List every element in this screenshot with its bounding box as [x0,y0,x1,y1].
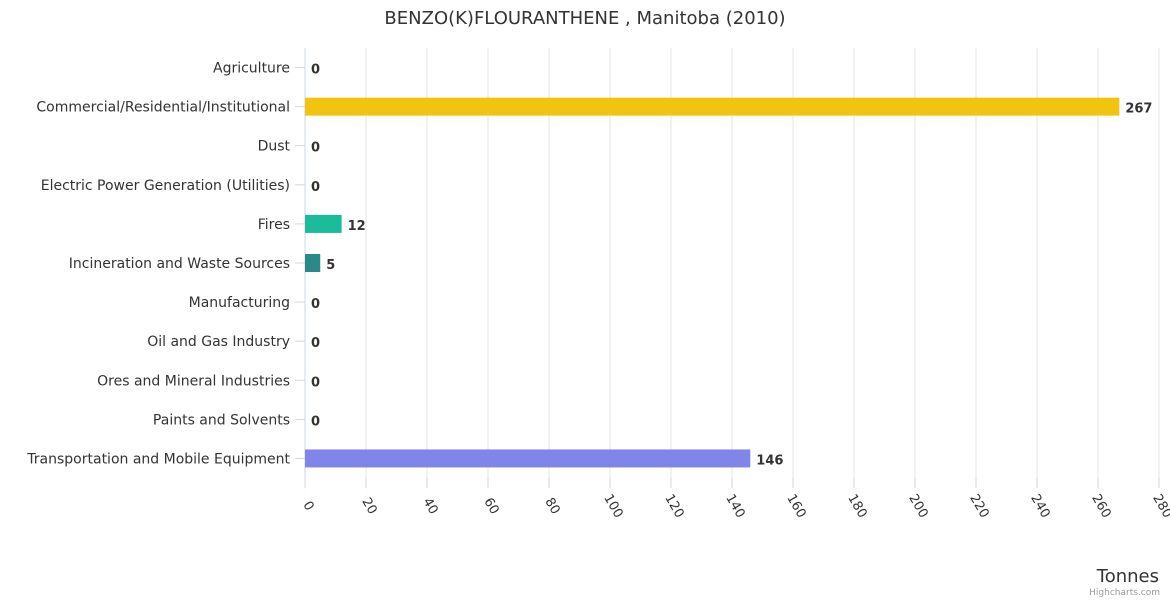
x-tick-label: 240 [1027,492,1052,521]
data-labels: 0 267 0 0 12 5 0 0 0 0 146 [311,63,1152,469]
category-label: Agriculture [213,61,290,77]
chart-title: BENZO(K)FLOURANTHENE , Manitoba (2010) [384,8,785,29]
category-axis: Agriculture Commercial/Residential/Instit… [26,48,306,478]
x-tick-label: 40 [419,495,440,517]
category-label: Paints and Solvents [153,412,290,428]
data-label: 0 [311,414,320,429]
data-label: 0 [311,375,320,390]
category-label: Fires [258,217,290,233]
x-tick-label: 0 [299,499,316,514]
x-tick-label: 220 [966,492,991,521]
x-tick-label: 160 [783,492,808,521]
data-label: 0 [311,63,320,78]
category-label: Oil and Gas Industry [147,334,290,350]
data-label: 0 [311,141,320,156]
category-label: Ores and Mineral Industries [97,373,290,389]
x-tick-label: 180 [844,492,869,521]
x-tick-label: 20 [358,495,379,517]
category-label: Incineration and Waste Sources [69,256,290,272]
x-tick-label: 100 [600,492,625,521]
value-axis: 0 20 40 60 80 100 120 140 160 180 200 220 240 260 280 [299,478,1170,521]
x-tick-label: 260 [1088,492,1113,521]
bar[interactable] [305,254,321,272]
bar[interactable] [305,214,342,233]
bar[interactable] [305,97,1120,116]
category-label: Commercial/Residential/Institutional [36,100,290,116]
category-label: Manufacturing [189,295,290,311]
data-label: 12 [348,219,366,234]
category-label: Transportation and Mobile Equipment [26,451,290,467]
data-label: 5 [326,258,335,273]
x-tick-label: 120 [661,492,686,521]
x-tick-label: 80 [541,495,562,517]
category-label: Dust [258,139,291,155]
x-axis-title: Tonnes [1096,566,1159,587]
bar[interactable] [305,449,751,468]
data-label: 0 [311,180,320,195]
grid [304,48,1160,478]
data-label: 267 [1125,102,1152,117]
data-label: 146 [756,453,783,468]
x-tick-label: 200 [905,492,930,521]
data-label: 0 [311,297,320,312]
x-tick-label: 140 [722,492,747,521]
category-label: Electric Power Generation (Utilities) [41,178,290,194]
data-label: 0 [311,336,320,351]
bars [305,97,1120,468]
x-tick-label: 60 [480,495,501,517]
credit-link[interactable]: Highcharts.com [1089,588,1160,598]
x-tick-label: 280 [1149,492,1170,521]
